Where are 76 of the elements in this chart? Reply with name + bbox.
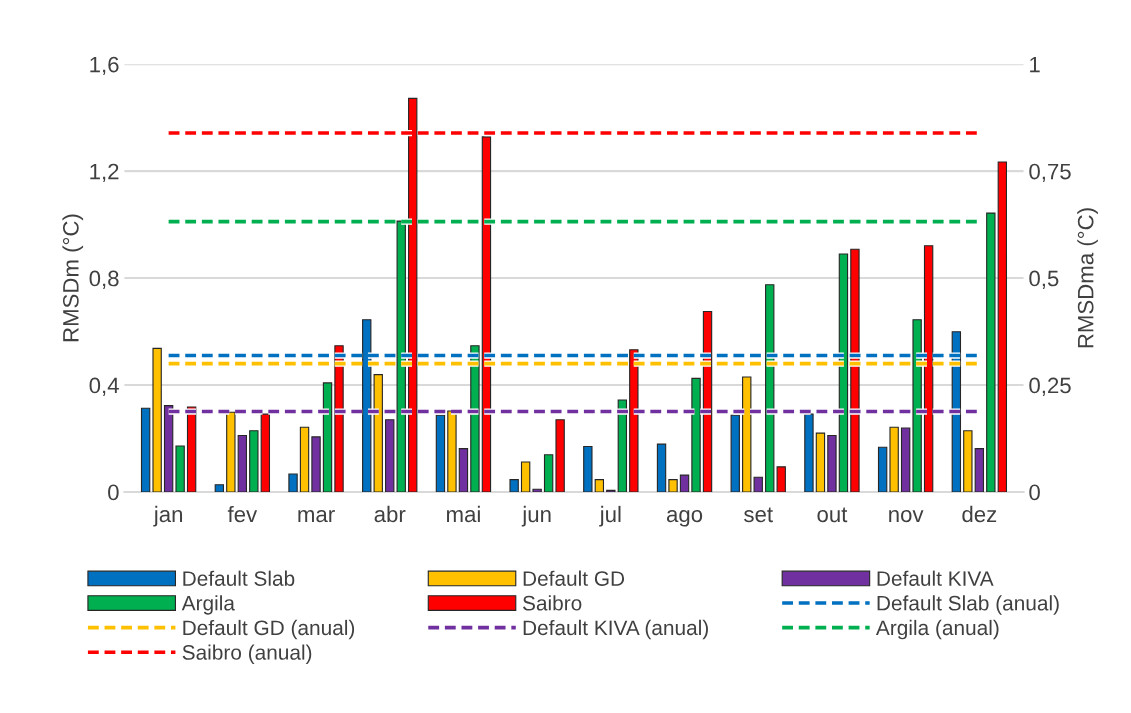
bar	[175, 445, 185, 492]
y-tick-label: 0	[108, 484, 119, 501]
legend-label: Default GD	[523, 570, 625, 586]
x-tick-label: jul	[599, 505, 621, 527]
y-tick-label: 0,8	[89, 270, 119, 289]
legend-label: Default GD (anual)	[183, 619, 355, 640]
bar	[838, 253, 849, 492]
bar	[249, 430, 259, 492]
bar	[804, 413, 814, 492]
y-tick-label: 1,6	[90, 56, 119, 76]
x-tick-label: ago	[666, 510, 703, 527]
bar	[237, 434, 248, 492]
legend-label: Default KIVA (anual)	[523, 619, 708, 640]
y2-tick-label: 0,5	[1029, 270, 1059, 289]
y2-tick-label: 0,75	[1029, 163, 1071, 183]
bar	[997, 161, 1008, 492]
legend-label: Default Slab	[183, 570, 295, 586]
bar	[583, 445, 593, 492]
y-tick-label: 0,4	[89, 377, 119, 396]
bar	[986, 212, 996, 492]
legend-label: Default KIVA	[877, 570, 994, 586]
legend-label: Argila	[181, 595, 235, 615]
bar	[543, 454, 554, 492]
bar	[815, 432, 826, 492]
bar	[679, 474, 690, 492]
bar	[900, 427, 911, 492]
bar	[435, 414, 446, 492]
x-tick-label: jun	[521, 505, 551, 527]
bar	[322, 382, 333, 492]
bar	[555, 419, 565, 492]
bar	[730, 414, 740, 492]
bar	[827, 434, 837, 492]
bar	[532, 488, 542, 492]
x-tick-label: abr	[374, 505, 406, 523]
legend-label: Saibro (anual)	[182, 644, 312, 664]
bar	[877, 446, 888, 492]
bar	[311, 436, 321, 492]
bar	[629, 349, 639, 492]
x-tick-label: mar	[298, 510, 335, 523]
bar	[923, 245, 934, 492]
legend-label: Saibro	[522, 595, 582, 611]
x-tick-label: nov	[889, 510, 924, 523]
y-tick-label: 1,2	[90, 163, 119, 183]
x-tick-label: dez	[962, 505, 997, 523]
y2-tick-label: 1	[1030, 56, 1040, 73]
bar	[288, 473, 298, 492]
bar	[509, 479, 519, 492]
bar	[447, 410, 457, 492]
x-tick-label: fev	[227, 505, 258, 523]
bar	[850, 248, 860, 492]
y2-axis-title: RMSDma (°C)	[1077, 208, 1098, 348]
bar	[889, 426, 899, 492]
bar	[656, 443, 667, 492]
bar	[963, 430, 973, 492]
bar	[214, 484, 225, 492]
bar	[458, 448, 469, 492]
x-tick-label: set	[744, 507, 773, 523]
bar	[140, 407, 151, 492]
bar	[691, 377, 701, 492]
x-tick-label: mai	[447, 505, 480, 523]
bar	[260, 413, 271, 492]
bar	[520, 461, 531, 492]
bar	[912, 319, 922, 492]
x-tick-label: jan	[153, 505, 183, 527]
bar	[152, 347, 162, 492]
bar	[226, 411, 236, 492]
bar	[668, 479, 678, 492]
legend-label: Argila (anual)	[875, 619, 999, 640]
x-tick-label: out	[817, 507, 848, 523]
bar	[594, 479, 605, 492]
legend-label: Default Slab (anual)	[877, 595, 1059, 615]
bar	[299, 426, 310, 492]
bar	[974, 448, 985, 492]
y2-tick-label: 0,25	[1029, 377, 1071, 396]
y2-tick-label: 0	[1029, 484, 1040, 501]
y-axis-title: RMSDm (°C)	[62, 214, 84, 342]
